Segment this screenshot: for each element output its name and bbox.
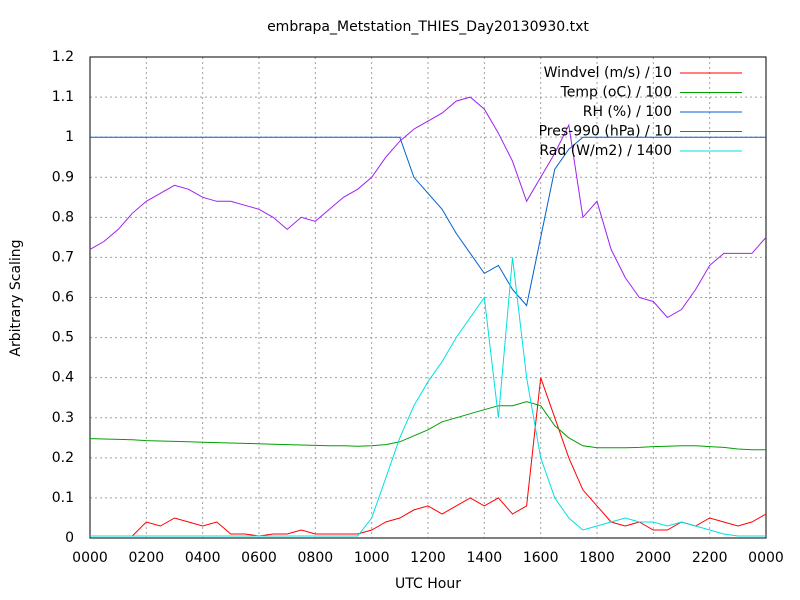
x-tick-label: 2200 bbox=[692, 550, 728, 566]
y-tick-label: 0.1 bbox=[52, 490, 74, 506]
x-tick-label: 0600 bbox=[241, 550, 277, 566]
y-tick-label: 0.2 bbox=[52, 450, 74, 466]
y-tick-label: 0.3 bbox=[52, 410, 74, 426]
x-tick-label: 1400 bbox=[467, 550, 503, 566]
legend-label: Pres-990 (hPa) / 10 bbox=[539, 124, 672, 140]
y-tick-label: 0.7 bbox=[52, 249, 74, 265]
x-tick-label: 0000 bbox=[72, 550, 108, 566]
y-tick-label: 0.5 bbox=[52, 330, 74, 346]
y-tick-label: 1 bbox=[65, 129, 74, 145]
chart-title: embrapa_Metstation_THIES_Day20130930.txt bbox=[267, 19, 589, 35]
x-tick-label: 2000 bbox=[636, 550, 672, 566]
legend-label: RH (%) / 100 bbox=[583, 104, 672, 120]
x-tick-label: 0800 bbox=[298, 550, 334, 566]
series-line bbox=[90, 377, 767, 537]
x-tick-label: 1000 bbox=[354, 550, 390, 566]
plot-border bbox=[89, 56, 767, 539]
x-tick-label: 1600 bbox=[523, 550, 559, 566]
x-tick-label: 0200 bbox=[129, 550, 165, 566]
y-tick-label: 0.4 bbox=[52, 370, 74, 386]
y-tick-label: 1.1 bbox=[52, 89, 74, 105]
x-axis-label: UTC Hour bbox=[395, 576, 461, 592]
series-line bbox=[89, 401, 766, 451]
x-tick-label: 1200 bbox=[410, 550, 446, 566]
legend-label: Windvel (m/s) / 10 bbox=[544, 65, 672, 81]
x-tick-label: 0000 bbox=[748, 550, 784, 566]
series-line bbox=[89, 96, 767, 319]
x-tick-label: 0400 bbox=[185, 550, 221, 566]
x-tick-label: 1800 bbox=[579, 550, 615, 566]
y-tick-label: 0.9 bbox=[52, 169, 74, 185]
y-tick-label: 0.6 bbox=[52, 290, 74, 306]
y-tick-label: 1.2 bbox=[52, 49, 74, 65]
series-line bbox=[90, 257, 766, 537]
y-tick-label: 0 bbox=[65, 530, 74, 546]
legend-label: Rad (W/m2) / 1400 bbox=[539, 143, 672, 159]
y-axis-label: Arbitrary Scaling bbox=[8, 239, 24, 356]
legend-label: Temp (oC) / 100 bbox=[560, 85, 672, 101]
y-tick-label: 0.8 bbox=[52, 209, 74, 225]
series-line bbox=[90, 136, 766, 307]
